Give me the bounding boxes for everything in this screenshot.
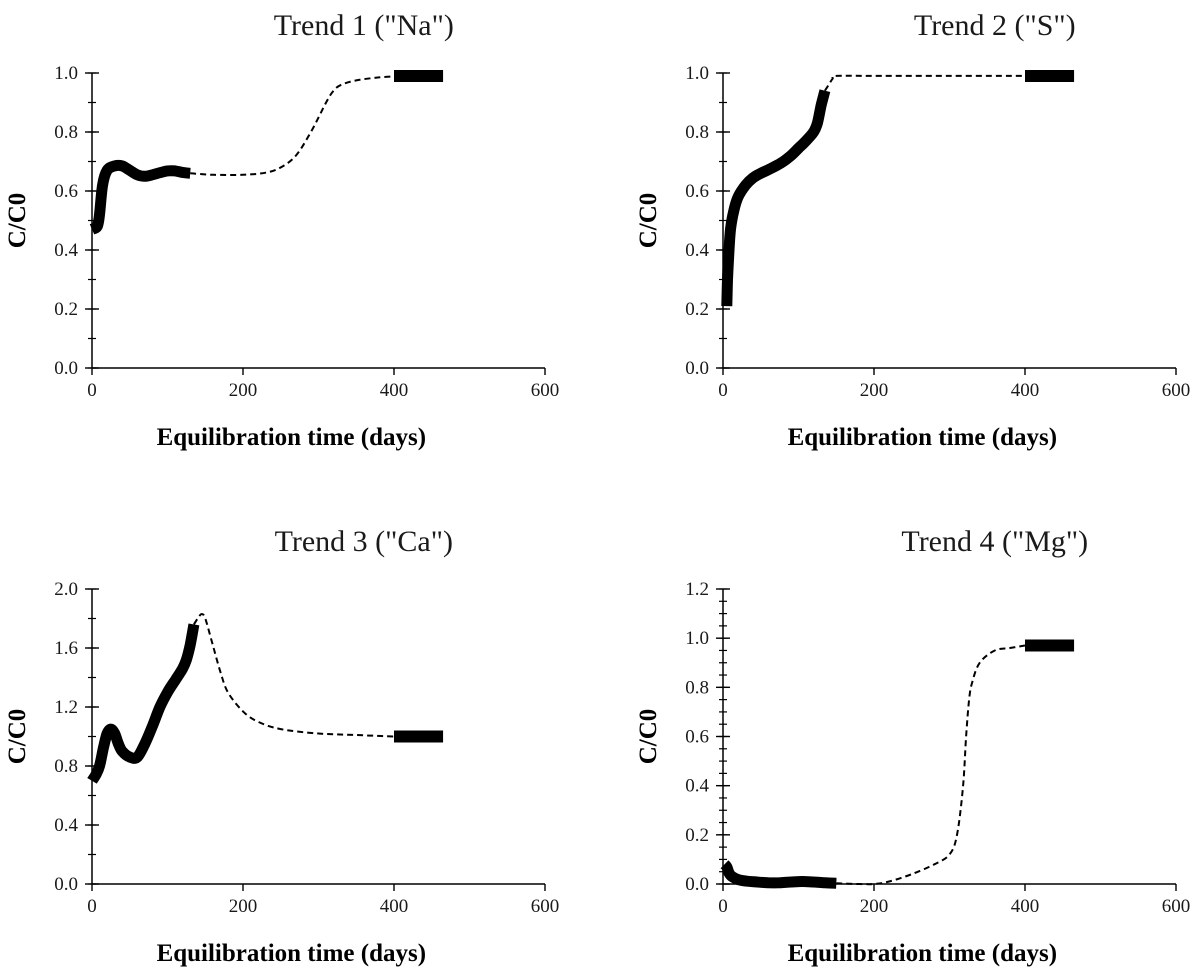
y-tick-label: 1.0 — [685, 63, 709, 84]
y-tick-label: 0.8 — [54, 122, 78, 143]
projected-trend-line — [190, 74, 402, 176]
y-tick-label: 1.2 — [685, 579, 709, 600]
y-axis-label: C/C0 — [635, 709, 662, 765]
chart-title: Trend 4 ("Mg") — [901, 525, 1088, 558]
x-tick-label: 400 — [1011, 380, 1040, 401]
x-tick-label: 0 — [87, 896, 97, 917]
x-axis-label: Equilibration time (days) — [157, 940, 426, 967]
x-tick-label: 600 — [1162, 380, 1191, 401]
x-tick-label: 0 — [87, 380, 97, 401]
y-tick-label: 0.8 — [685, 677, 709, 698]
x-axis-label: Equilibration time (days) — [157, 424, 426, 451]
measured-data-line — [89, 159, 191, 235]
x-tick-label: 600 — [531, 896, 560, 917]
projected-trend-line — [836, 644, 1026, 886]
y-tick-label: 1.2 — [54, 697, 78, 718]
y-axis-label: C/C0 — [4, 709, 31, 765]
x-tick-label: 600 — [1162, 896, 1191, 917]
y-tick-label: 0.8 — [685, 122, 709, 143]
x-tick-label: 200 — [229, 896, 258, 917]
measured-data-line — [721, 89, 831, 307]
projected-trend-line — [193, 613, 395, 738]
x-axis-label: Equilibration time (days) — [788, 424, 1057, 451]
x-tick-label: 200 — [229, 380, 258, 401]
x-tick-label: 200 — [860, 380, 889, 401]
x-tick-label: 400 — [1011, 896, 1040, 917]
panel-trend-1: Trend 1 ("Na") 0.0 0.2 0.4 0.6 0.8 1.0 0 200 400 6… — [4, 9, 559, 451]
y-axis-label: C/C0 — [635, 193, 662, 249]
panel-trend-3: Trend 3 ("Ca") 0.0 0.4 0.8 1.2 1.6 2.0 0 200 400 6… — [4, 525, 559, 967]
y-tick-label: 0.4 — [54, 240, 78, 261]
y-tick-label: 0.2 — [685, 299, 709, 320]
chart-title: Trend 2 ("S") — [914, 9, 1076, 42]
y-tick-label: 0.6 — [54, 181, 78, 202]
y-tick-label: 0.0 — [685, 874, 709, 895]
projected-trend-line — [824, 74, 1025, 92]
y-tick-label: 0.4 — [685, 240, 709, 261]
x-axis-label: Equilibration time (days) — [788, 940, 1057, 967]
x-tick-label: 400 — [380, 896, 409, 917]
y-tick-label: 0.4 — [685, 776, 709, 797]
y-tick-label: 0.6 — [685, 727, 709, 748]
y-tick-label: 0.2 — [685, 825, 709, 846]
x-tick-label: 400 — [380, 380, 409, 401]
x-tick-label: 0 — [718, 380, 728, 401]
y-tick-label: 1.0 — [54, 63, 78, 84]
y-tick-label: 0.6 — [685, 181, 709, 202]
panel-trend-2: Trend 2 ("S") 0.0 0.2 0.4 0.6 0.8 1.0 0 200 400 60… — [635, 9, 1190, 451]
y-tick-label: 0.0 — [54, 358, 78, 379]
y-tick-label: 1.0 — [685, 628, 709, 649]
y-tick-label: 2.0 — [54, 579, 78, 600]
x-tick-label: 600 — [531, 380, 560, 401]
chart-title: Trend 3 ("Ca") — [275, 525, 453, 558]
y-tick-label: 0.0 — [54, 874, 78, 895]
measured-data-line — [720, 860, 837, 889]
measured-data-line — [87, 623, 200, 784]
y-tick-label: 0.2 — [54, 299, 78, 320]
y-axis-label: C/C0 — [4, 193, 31, 249]
chart-title: Trend 1 ("Na") — [274, 9, 454, 42]
y-tick-label: 0.0 — [685, 358, 709, 379]
y-tick-label: 1.6 — [54, 638, 78, 659]
panel-trend-4: Trend 4 ("Mg") 0.0 0.2 0.4 0.6 0.8 1.0 1.2 0 200 4… — [635, 525, 1190, 967]
y-tick-label: 0.4 — [54, 815, 78, 836]
x-tick-label: 0 — [718, 896, 728, 917]
y-tick-label: 0.8 — [54, 756, 78, 777]
x-tick-label: 200 — [860, 896, 889, 917]
